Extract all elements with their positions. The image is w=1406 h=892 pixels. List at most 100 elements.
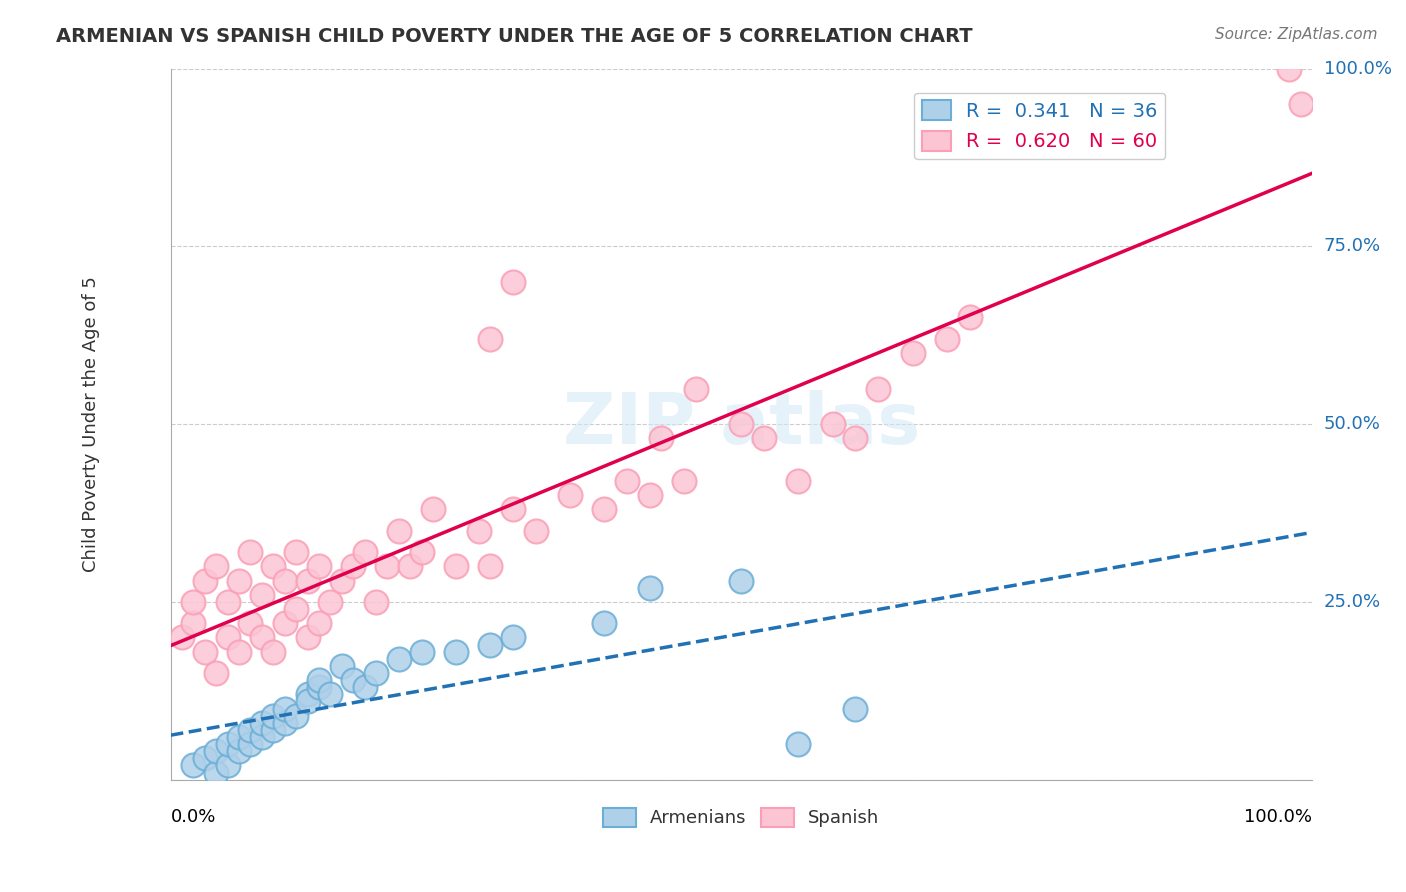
Point bbox=[239, 545, 262, 559]
Point bbox=[183, 758, 205, 772]
Point bbox=[183, 616, 205, 631]
Point bbox=[616, 474, 638, 488]
Point bbox=[319, 687, 342, 701]
Point bbox=[262, 645, 284, 659]
Point bbox=[308, 680, 330, 694]
Point bbox=[730, 574, 752, 588]
Point bbox=[364, 595, 387, 609]
Point bbox=[593, 616, 616, 631]
Point bbox=[250, 631, 273, 645]
Point bbox=[217, 631, 239, 645]
Text: Source: ZipAtlas.com: Source: ZipAtlas.com bbox=[1215, 27, 1378, 42]
Point bbox=[502, 275, 524, 289]
Point bbox=[205, 765, 228, 780]
Point bbox=[422, 502, 444, 516]
Point bbox=[274, 701, 297, 715]
Point bbox=[308, 673, 330, 687]
Point bbox=[959, 310, 981, 325]
Text: Child Poverty Under the Age of 5: Child Poverty Under the Age of 5 bbox=[82, 277, 100, 572]
Point bbox=[183, 595, 205, 609]
Point bbox=[205, 559, 228, 574]
Point bbox=[650, 431, 672, 445]
Point bbox=[411, 645, 433, 659]
Point bbox=[217, 737, 239, 751]
Point bbox=[411, 545, 433, 559]
Point bbox=[285, 708, 308, 723]
Point bbox=[274, 574, 297, 588]
Point bbox=[479, 332, 502, 346]
Text: 0.0%: 0.0% bbox=[170, 808, 217, 826]
Point bbox=[194, 645, 217, 659]
Point bbox=[217, 595, 239, 609]
Text: 50.0%: 50.0% bbox=[1323, 415, 1381, 434]
Point bbox=[250, 730, 273, 744]
Point bbox=[228, 744, 250, 758]
Point bbox=[297, 574, 319, 588]
Point bbox=[297, 687, 319, 701]
Point bbox=[330, 574, 353, 588]
Point bbox=[1278, 62, 1301, 76]
Point bbox=[228, 574, 250, 588]
Point bbox=[274, 715, 297, 730]
Point bbox=[262, 559, 284, 574]
Point bbox=[353, 545, 375, 559]
Point bbox=[342, 673, 364, 687]
Point bbox=[205, 744, 228, 758]
Point bbox=[308, 559, 330, 574]
Point bbox=[1289, 97, 1312, 112]
Point bbox=[754, 431, 776, 445]
Point bbox=[239, 616, 262, 631]
Point bbox=[285, 545, 308, 559]
Point bbox=[330, 658, 353, 673]
Point bbox=[868, 382, 890, 396]
Text: ZIP atlas: ZIP atlas bbox=[562, 390, 920, 458]
Point bbox=[228, 730, 250, 744]
Point bbox=[262, 723, 284, 737]
Point bbox=[308, 616, 330, 631]
Point bbox=[593, 502, 616, 516]
Point bbox=[787, 474, 810, 488]
Point bbox=[844, 701, 866, 715]
Point bbox=[730, 417, 752, 431]
Point bbox=[319, 595, 342, 609]
Point bbox=[194, 574, 217, 588]
Text: 25.0%: 25.0% bbox=[1323, 593, 1381, 611]
Point bbox=[558, 488, 581, 502]
Text: 100.0%: 100.0% bbox=[1323, 60, 1392, 78]
Point bbox=[250, 588, 273, 602]
Point bbox=[285, 602, 308, 616]
Point bbox=[685, 382, 707, 396]
Point bbox=[239, 737, 262, 751]
Point bbox=[228, 645, 250, 659]
Point bbox=[468, 524, 491, 538]
Point bbox=[262, 708, 284, 723]
Point bbox=[297, 694, 319, 708]
Text: 100.0%: 100.0% bbox=[1244, 808, 1312, 826]
Point bbox=[399, 559, 422, 574]
Point bbox=[479, 559, 502, 574]
Point bbox=[388, 651, 411, 665]
Point bbox=[502, 502, 524, 516]
Point bbox=[388, 524, 411, 538]
Point bbox=[821, 417, 844, 431]
Point bbox=[194, 751, 217, 765]
Point bbox=[342, 559, 364, 574]
Point bbox=[638, 581, 661, 595]
Point bbox=[787, 737, 810, 751]
Point bbox=[479, 638, 502, 652]
Point bbox=[353, 680, 375, 694]
Point bbox=[170, 631, 193, 645]
Text: ARMENIAN VS SPANISH CHILD POVERTY UNDER THE AGE OF 5 CORRELATION CHART: ARMENIAN VS SPANISH CHILD POVERTY UNDER … bbox=[56, 27, 973, 45]
Point bbox=[205, 665, 228, 680]
Point bbox=[444, 645, 467, 659]
Point bbox=[935, 332, 957, 346]
Point bbox=[844, 431, 866, 445]
Text: 75.0%: 75.0% bbox=[1323, 237, 1381, 255]
Point bbox=[638, 488, 661, 502]
Point bbox=[239, 723, 262, 737]
Point bbox=[524, 524, 547, 538]
Point bbox=[901, 346, 924, 360]
Point bbox=[377, 559, 399, 574]
Point bbox=[297, 631, 319, 645]
Point bbox=[444, 559, 467, 574]
